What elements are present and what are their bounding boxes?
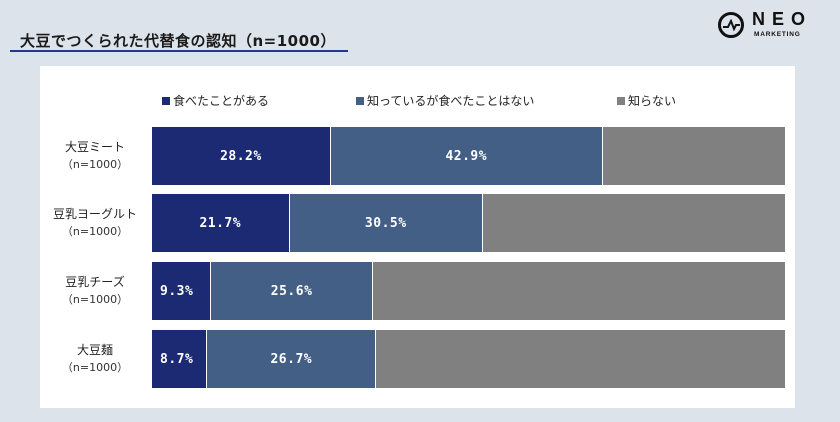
legend-item: 知らない xyxy=(617,92,676,109)
bar-segment: 26.7% xyxy=(207,330,377,388)
neo-marketing-logo: NEO MARKETING xyxy=(718,9,818,43)
bar-segment: 28.2% xyxy=(152,127,331,185)
legend-label: 知っているが食べたことはない xyxy=(367,94,535,108)
page-title: 大豆でつくられた代替食の認知（n=1000） xyxy=(20,32,336,50)
category-name: 豆乳チーズ xyxy=(65,275,125,289)
bar-segment xyxy=(482,194,786,252)
data-label: 28.2% xyxy=(220,148,262,164)
bar-row: 9.3% 25.6% xyxy=(152,262,786,320)
pulse-circle-icon xyxy=(718,12,744,38)
bar-segment: 8.7% xyxy=(152,330,208,388)
legend-label: 知らない xyxy=(628,94,677,108)
bar-row: 21.7% 30.5% xyxy=(152,194,786,252)
legend-swatch xyxy=(356,97,364,105)
data-label: 25.6% xyxy=(270,283,313,299)
data-label: 8.7% xyxy=(160,351,194,367)
data-label: 30.5% xyxy=(364,215,407,231)
bar-segment xyxy=(373,262,786,320)
legend-swatch xyxy=(617,97,625,105)
legend-swatch xyxy=(162,97,170,105)
category-sample-size: （n=1000） xyxy=(61,225,129,238)
category-label: 豆乳ヨーグルト （n=1000） xyxy=(40,206,150,240)
category-sample-size: （n=1000） xyxy=(61,158,129,171)
data-label: 42.9% xyxy=(445,148,488,164)
category-label: 大豆麺 （n=1000） xyxy=(40,342,150,376)
bar-segment xyxy=(376,330,786,388)
category-sample-size: （n=1000） xyxy=(61,361,129,374)
legend-item: 食べたことがある xyxy=(162,92,269,109)
category-label: 大豆ミート （n=1000） xyxy=(40,139,150,173)
legend-item: 知っているが食べたことはない xyxy=(356,92,534,109)
bar-segment: 25.6% xyxy=(210,262,374,320)
bar-segment: 30.5% xyxy=(289,194,483,252)
bar-row: 8.7% 26.7% xyxy=(152,330,786,388)
bar-segment: 42.9% xyxy=(330,127,603,185)
category-sample-size: （n=1000） xyxy=(61,293,129,306)
bar-row: 28.2% 42.9% xyxy=(152,127,786,185)
bar-segment xyxy=(602,127,786,185)
title-underline xyxy=(10,50,348,52)
category-label: 豆乳チーズ （n=1000） xyxy=(40,274,150,308)
category-name: 豆乳ヨーグルト xyxy=(52,207,137,221)
category-name: 大豆ミート xyxy=(64,140,125,154)
data-label: 21.7% xyxy=(199,215,242,231)
bar-segment: 9.3% xyxy=(152,262,211,320)
logo-word: NEO xyxy=(752,9,813,29)
logo-subtitle: MARKETING xyxy=(754,31,801,38)
category-name: 大豆麺 xyxy=(76,343,113,357)
data-label: 26.7% xyxy=(270,351,313,367)
data-label: 9.3% xyxy=(160,283,194,299)
legend-label: 食べたことがある xyxy=(173,94,270,108)
bar-segment: 21.7% xyxy=(152,194,290,252)
